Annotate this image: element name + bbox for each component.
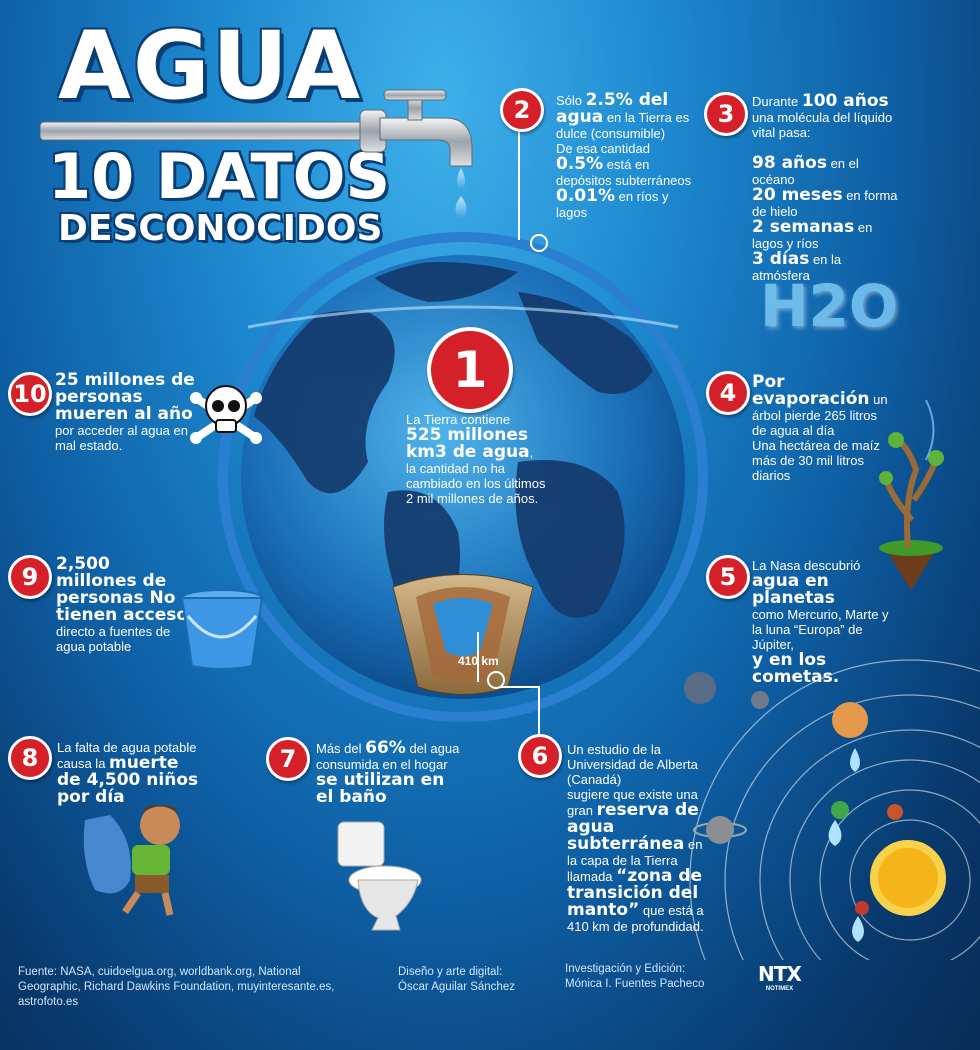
fact-10-b1: 25 millones de personas mueren al año xyxy=(55,370,195,424)
fact-8-t1: La falta de agua potable causa la xyxy=(57,740,197,771)
fact-4-t2: Una hectárea de maíz más de 30 mil litro… xyxy=(752,438,880,483)
logo-text: NTX xyxy=(758,962,802,986)
solar-system-icon xyxy=(684,659,980,960)
title-subtitle: 10 DATOS xyxy=(48,140,391,213)
fact-2-text: Sólo 2.5% del agua en la Tierra es dulce… xyxy=(556,90,701,221)
badge-3: 3 xyxy=(704,92,748,136)
connector-line xyxy=(538,688,540,734)
fact-1-t1: La Tierra contiene xyxy=(406,412,511,427)
fact-6-text: Un estudio de la Universidad de Alberta … xyxy=(567,742,715,934)
sources-text: Fuente: NASA, cuidoelgua.org, worldbank.… xyxy=(18,966,335,1008)
child-carrying-water-icon xyxy=(83,805,180,916)
badge-2: 2 xyxy=(500,88,544,132)
fact-3-t5: en lagos y ríos xyxy=(752,220,873,251)
fact-5-b1: agua en planetas xyxy=(752,571,835,608)
earth-globe xyxy=(218,232,708,722)
fact-2-b2: 0.5% xyxy=(556,154,604,174)
fact-10-t1: por acceder al agua en mal estado. xyxy=(55,423,188,453)
badge-10: 10 xyxy=(8,372,52,416)
fact-2-t3: De esa cantidad xyxy=(556,141,650,156)
fact-7-b1: 66% xyxy=(365,738,406,758)
badge-8: 8 xyxy=(8,736,52,780)
logo-subtext: NOTIMEX xyxy=(765,986,794,992)
fact-6-b2: “zona de transición del manto” xyxy=(567,866,703,920)
fact-7-b2: se utilizan en el baño xyxy=(316,770,445,807)
fact-3-b5: 3 días xyxy=(752,249,810,269)
fact-7-text: Más del 66% del agua consumida en el hog… xyxy=(316,740,466,806)
fact-7-t2: del agua consumida en el hogar xyxy=(316,741,460,772)
faucet-icon xyxy=(40,89,473,220)
fact-5-t2: como Mercurio, Marte y la luna “Europa” … xyxy=(752,607,889,652)
fact-9-b1: 2,500 millones de personas No tienen acc… xyxy=(56,554,189,625)
fact-2-t5: en ríos y lagos xyxy=(556,189,669,220)
design-credit: Diseño y arte digital: Óscar Aguilar Sán… xyxy=(398,965,548,995)
title-main: AGUA xyxy=(58,12,363,121)
fact-3-t4: en forma de hielo xyxy=(752,188,898,219)
tree-icon xyxy=(879,400,944,590)
toilet-icon xyxy=(337,821,422,931)
fact-6-t2: sugiere que existe una gran xyxy=(567,787,698,818)
design-label: Diseño y arte digital: xyxy=(398,966,503,978)
fact-3-t2: una molécula del líquido vital pasa: xyxy=(752,110,893,140)
fact-9-text: 2,500 millones de personas No tienen acc… xyxy=(56,554,196,655)
fact-1-b1: 525 millones km3 de agua xyxy=(406,425,530,462)
fact-4-t1: un árbol pierde 265 litros de agua al dí… xyxy=(752,392,888,438)
fact-5-t1: La Nasa descubrió xyxy=(752,558,861,573)
fact-2-t4: está en depósitos subterráneos xyxy=(556,157,692,188)
fact-5-b2: y en los cometas. xyxy=(752,650,840,687)
h2o-water-icon: H2O xyxy=(760,272,899,340)
fact-6-t3: en la capa de la Tierra llamada xyxy=(567,837,703,884)
fact-2-t1: Sólo xyxy=(556,93,586,108)
title-subtitle-2: DESCONOCIDOS xyxy=(58,208,383,249)
badge-5: 5 xyxy=(706,555,750,599)
notimex-logo: NTX NOTIMEX xyxy=(758,962,802,992)
badge-1: 1 xyxy=(427,327,513,413)
fact-3-b3: 20 meses xyxy=(752,185,843,205)
design-name: Óscar Aguilar Sánchez xyxy=(398,981,515,993)
fact-3-text: Durante 100 años una molécula del líquid… xyxy=(752,91,902,284)
fact-8-b1: muerte de 4,500 niños por día xyxy=(57,753,199,807)
fact-10-text: 25 millones de personas mueren al año po… xyxy=(55,370,200,454)
depth-label: 410 km xyxy=(458,654,499,668)
fact-2-b3: 0.01% xyxy=(556,186,615,206)
fact-7-t1: Más del xyxy=(316,741,366,756)
badge-6: 6 xyxy=(518,734,562,778)
connector-dot xyxy=(530,234,548,252)
fact-3-b4: 2 semanas xyxy=(752,217,855,237)
fact-6-t1: Un estudio de la Universidad de Alberta … xyxy=(567,742,698,787)
fact-2-t2: en la Tierra es dulce (consumible) xyxy=(556,110,690,141)
connector-line xyxy=(518,128,520,240)
fact-3-b2: 98 años xyxy=(752,153,827,173)
fact-3-t6: en la atmósfera xyxy=(752,252,842,283)
research-credit: Investigación y Edición: Mónica I. Fuent… xyxy=(565,962,735,992)
skull-crossbones-icon xyxy=(190,385,262,444)
connector-line xyxy=(500,686,540,688)
fact-6-b1: reserva de agua subterránea xyxy=(567,800,699,854)
fact-4-text: Por evaporación un árbol pierde 265 litr… xyxy=(752,372,892,484)
fact-3-t1: Durante xyxy=(752,94,802,109)
fact-1-text: La Tierra contiene 525 millones km3 de a… xyxy=(406,412,546,506)
badge-7: 7 xyxy=(266,737,310,781)
fact-9-t1: directo a fuentes de agua potable xyxy=(56,624,171,654)
fact-2-b1: 2.5% del agua xyxy=(556,90,669,127)
fact-3-t3: en el océano xyxy=(752,156,859,187)
fact-6-t4: que está a 410 km de profundidad. xyxy=(567,903,704,934)
fact-5-text: La Nasa descubrió agua en planetas como … xyxy=(752,558,902,686)
research-label: Investigación y Edición: xyxy=(565,963,686,975)
badge-4: 4 xyxy=(706,371,750,415)
bucket-icon xyxy=(180,589,264,670)
fact-8-text: La falta de agua potable causa la muerte… xyxy=(57,740,207,806)
fact-1-t2: , la cantidad no ha cambiado en los últi… xyxy=(406,445,546,506)
research-name: Mónica I. Fuentes Pacheco xyxy=(565,978,705,990)
badge-9: 9 xyxy=(8,555,52,599)
fact-3-b1: 100 años xyxy=(801,91,889,111)
fact-4-b1: Por evaporación xyxy=(752,372,870,409)
